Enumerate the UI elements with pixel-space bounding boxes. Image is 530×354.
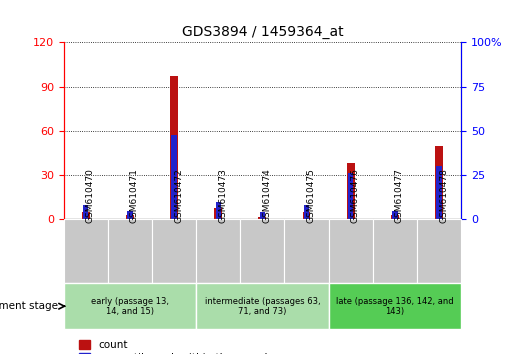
Text: GSM610477: GSM610477	[395, 168, 404, 223]
Text: GSM610475: GSM610475	[306, 168, 315, 223]
FancyBboxPatch shape	[240, 219, 285, 283]
FancyBboxPatch shape	[329, 283, 461, 329]
FancyBboxPatch shape	[285, 219, 329, 283]
FancyBboxPatch shape	[152, 219, 196, 283]
FancyBboxPatch shape	[108, 219, 152, 283]
Bar	[348, 173, 354, 219]
Bar	[304, 205, 309, 219]
Title: GDS3894 / 1459364_at: GDS3894 / 1459364_at	[182, 25, 343, 39]
FancyBboxPatch shape	[64, 219, 108, 283]
Bar	[391, 215, 399, 219]
Bar	[126, 215, 134, 219]
Text: GSM610478: GSM610478	[439, 168, 448, 223]
FancyBboxPatch shape	[373, 219, 417, 283]
Bar	[392, 211, 398, 219]
Text: GSM610476: GSM610476	[351, 168, 360, 223]
FancyBboxPatch shape	[196, 219, 240, 283]
Bar	[214, 208, 222, 219]
Bar	[259, 217, 266, 219]
Bar	[260, 212, 265, 219]
Bar	[435, 146, 443, 219]
Bar	[127, 211, 132, 219]
Text: GSM610470: GSM610470	[86, 168, 95, 223]
Text: GSM610473: GSM610473	[218, 168, 227, 223]
FancyBboxPatch shape	[196, 283, 329, 329]
Legend: count, percentile rank within the sample: count, percentile rank within the sample	[80, 340, 274, 354]
Text: early (passage 13,
14, and 15): early (passage 13, 14, and 15)	[91, 297, 169, 316]
Bar	[347, 164, 355, 219]
FancyBboxPatch shape	[329, 219, 373, 283]
Bar	[82, 212, 90, 219]
Bar	[83, 205, 89, 219]
Text: late (passage 136, 142, and
143): late (passage 136, 142, and 143)	[336, 297, 454, 316]
Text: GSM610472: GSM610472	[174, 168, 183, 223]
Bar	[171, 135, 176, 219]
FancyBboxPatch shape	[64, 283, 196, 329]
Bar	[436, 166, 441, 219]
Text: GSM610471: GSM610471	[130, 168, 139, 223]
Bar	[170, 76, 178, 219]
FancyBboxPatch shape	[417, 219, 461, 283]
Bar	[303, 212, 311, 219]
Text: GSM610474: GSM610474	[262, 168, 271, 223]
Bar	[216, 202, 221, 219]
Text: intermediate (passages 63,
71, and 73): intermediate (passages 63, 71, and 73)	[205, 297, 320, 316]
Text: development stage: development stage	[0, 301, 58, 311]
